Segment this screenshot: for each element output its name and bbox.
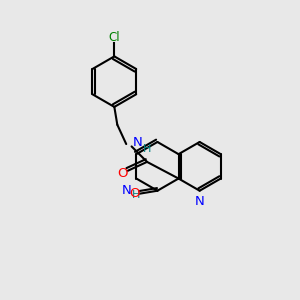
Text: N: N	[133, 136, 142, 149]
Text: Cl: Cl	[109, 32, 120, 44]
Text: N: N	[122, 184, 132, 197]
Text: H: H	[131, 190, 140, 200]
Text: H: H	[142, 144, 151, 154]
Text: O: O	[129, 187, 140, 200]
Text: N: N	[195, 195, 205, 208]
Text: O: O	[117, 167, 128, 180]
